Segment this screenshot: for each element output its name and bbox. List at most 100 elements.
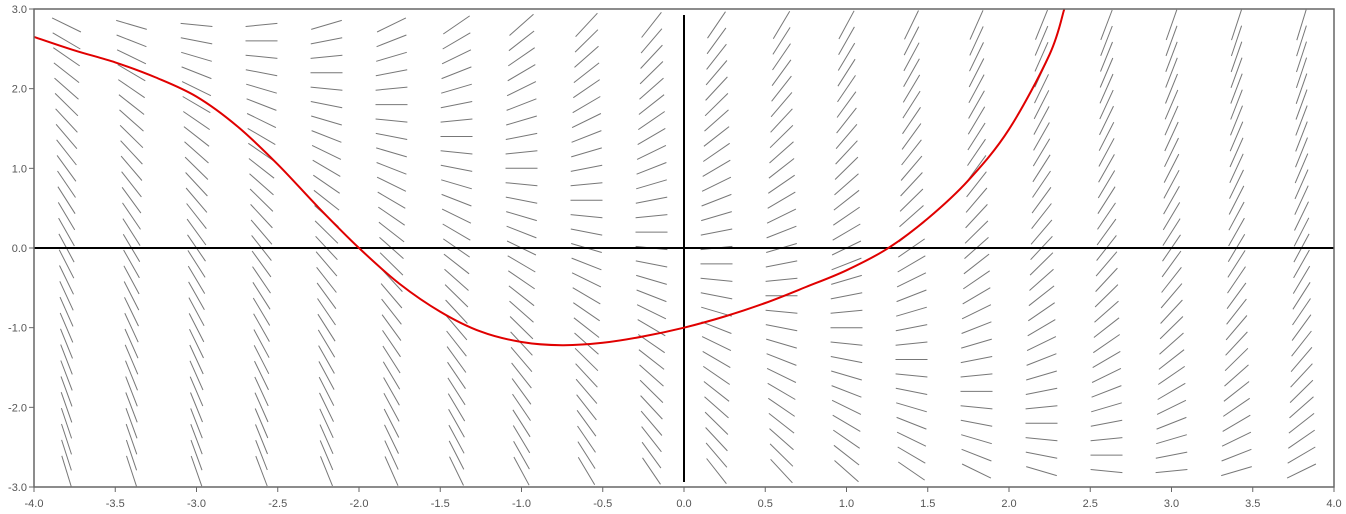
slope-segment bbox=[1230, 57, 1243, 88]
slope-segment bbox=[1163, 169, 1180, 199]
slope-segment bbox=[1026, 466, 1057, 477]
slope-segment bbox=[246, 113, 277, 129]
slope-segment bbox=[766, 353, 797, 366]
slope-segment bbox=[188, 297, 205, 327]
slope-segment bbox=[506, 225, 537, 239]
slope-segment bbox=[376, 17, 407, 33]
slope-segment bbox=[512, 425, 531, 454]
slope-segment bbox=[903, 26, 920, 56]
slope-segment bbox=[1295, 137, 1308, 168]
slope-segment bbox=[702, 350, 731, 369]
slope-segment bbox=[901, 123, 922, 150]
slope-segment bbox=[246, 83, 277, 94]
slope-segment bbox=[1160, 299, 1183, 324]
slope-segment bbox=[1223, 381, 1250, 402]
slope-segment bbox=[319, 440, 334, 471]
slope-segment bbox=[896, 289, 927, 303]
slope-segment bbox=[838, 10, 855, 40]
slope-segment bbox=[968, 58, 985, 88]
slope-segment bbox=[1097, 170, 1116, 199]
slope-segment bbox=[252, 266, 271, 294]
slope-segment bbox=[1095, 251, 1118, 277]
slope-segment bbox=[317, 329, 336, 358]
slope-segment bbox=[833, 206, 860, 226]
slope-segment bbox=[311, 130, 342, 143]
slope-segment bbox=[190, 455, 203, 487]
slope-segment bbox=[571, 272, 602, 288]
slope-segment bbox=[704, 93, 729, 117]
slope-segment bbox=[1091, 385, 1122, 398]
slope-segment bbox=[254, 408, 269, 439]
slope-segment bbox=[1098, 154, 1115, 183]
slope-segment bbox=[1097, 186, 1116, 214]
slope-segment bbox=[182, 96, 211, 114]
x-tick-label: 2.5 bbox=[1083, 498, 1098, 510]
slope-segment bbox=[448, 424, 465, 454]
slope-segment bbox=[703, 365, 730, 385]
slope-segment bbox=[1221, 448, 1252, 462]
slope-segment bbox=[440, 118, 473, 123]
slope-segment bbox=[310, 54, 343, 59]
slope-segment bbox=[830, 292, 863, 300]
slope-segment bbox=[960, 405, 993, 410]
slope-segment bbox=[1035, 9, 1048, 40]
slope-segment bbox=[51, 17, 82, 33]
slope-segment bbox=[570, 182, 603, 187]
slope-segment bbox=[639, 61, 664, 85]
slope-segment bbox=[1026, 336, 1057, 352]
slope-segment bbox=[1294, 153, 1309, 184]
slope-segment bbox=[835, 123, 858, 150]
slope-segment bbox=[961, 434, 992, 445]
slope-segment bbox=[380, 283, 403, 309]
slope-segment bbox=[834, 173, 859, 196]
slope-segment bbox=[318, 345, 335, 374]
slope-segment bbox=[125, 423, 138, 455]
slope-segment bbox=[701, 211, 732, 222]
slope-segment bbox=[1164, 137, 1179, 168]
slope-segment bbox=[122, 218, 141, 246]
slope-segment bbox=[897, 255, 926, 273]
slope-segment bbox=[446, 346, 467, 373]
slope-segment bbox=[1100, 9, 1113, 41]
slope-segment bbox=[448, 409, 465, 438]
slope-segment bbox=[449, 456, 464, 486]
slope-segment bbox=[61, 455, 72, 487]
slope-segment bbox=[1031, 187, 1052, 214]
slope-segment bbox=[379, 252, 404, 276]
slope-segment bbox=[1162, 218, 1181, 246]
slope-segment bbox=[510, 346, 533, 373]
slope-segment bbox=[1229, 153, 1244, 184]
slope-segment bbox=[183, 111, 210, 131]
x-tick-label: -0.5 bbox=[593, 498, 612, 510]
slope-segment bbox=[960, 419, 993, 427]
slope-segment bbox=[441, 179, 472, 190]
slope-segment bbox=[1165, 9, 1178, 41]
slope-segment bbox=[190, 392, 203, 423]
slope-segment bbox=[123, 249, 140, 279]
slope-segment bbox=[638, 111, 665, 131]
slope-segment bbox=[249, 188, 274, 212]
slope-segment bbox=[189, 344, 204, 375]
slope-segment bbox=[186, 203, 207, 230]
slope-segment bbox=[1029, 268, 1054, 291]
slope-segment bbox=[1292, 282, 1311, 310]
slope-segment bbox=[1222, 414, 1251, 432]
slope-segment bbox=[377, 191, 406, 209]
slope-segment bbox=[1155, 451, 1188, 459]
slope-segment bbox=[900, 155, 923, 181]
slope-segment bbox=[1090, 419, 1123, 427]
y-tick-label: -1.0 bbox=[8, 323, 27, 335]
slope-segment bbox=[313, 174, 340, 194]
slope-segment bbox=[311, 144, 342, 160]
slope-segment bbox=[572, 287, 601, 305]
y-tick-label: -2.0 bbox=[8, 402, 27, 414]
slope-segment bbox=[124, 297, 139, 327]
slope-segment bbox=[513, 440, 530, 470]
slope-segment bbox=[896, 306, 927, 317]
slope-segment bbox=[506, 211, 537, 222]
slope-segment bbox=[573, 79, 600, 99]
slope-segment bbox=[189, 328, 204, 359]
slope-segment bbox=[1028, 302, 1055, 322]
slope-segment bbox=[570, 228, 603, 236]
